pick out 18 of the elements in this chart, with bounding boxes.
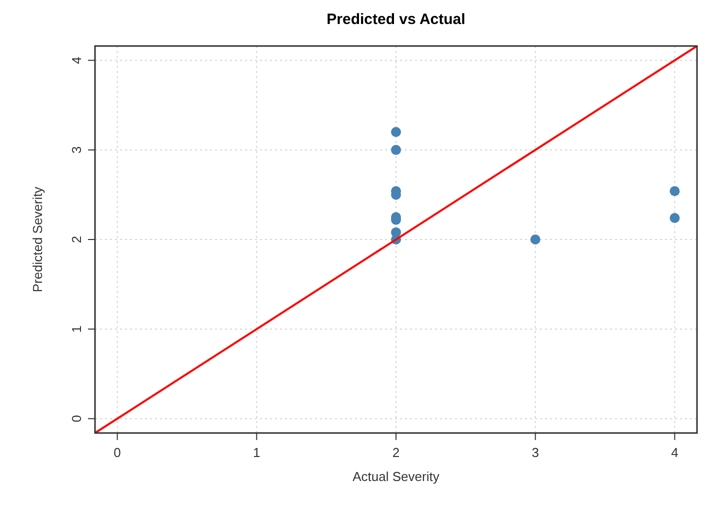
x-tick-label: 4 — [671, 445, 678, 460]
y-tick-label: 0 — [69, 415, 84, 422]
y-tick-label: 3 — [69, 146, 84, 154]
y-tick-label: 2 — [69, 236, 84, 244]
point — [530, 234, 540, 244]
x-axis-title: Actual Severity — [352, 469, 440, 484]
y-tick-label: 1 — [69, 325, 84, 333]
x-tick-label: 1 — [253, 445, 260, 460]
x-tick-label: 2 — [392, 445, 400, 460]
y-axis-title: Predicted Severity — [30, 186, 45, 292]
y-tick-label: 4 — [69, 56, 84, 64]
point — [670, 213, 680, 223]
x-tick-label: 0 — [114, 445, 121, 460]
x-tick-label: 3 — [532, 445, 539, 460]
point — [391, 127, 401, 137]
point — [391, 144, 401, 155]
point — [670, 186, 680, 196]
chart-title: Predicted vs Actual — [326, 11, 466, 28]
